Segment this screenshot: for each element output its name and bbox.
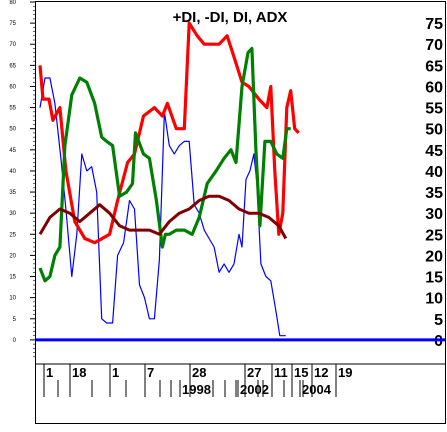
right-tick-label: 75 (425, 16, 443, 33)
right-tick-label: 40 (425, 164, 443, 181)
left-tick-label: 60 (9, 84, 16, 90)
left-tick-label: 35 (9, 190, 16, 196)
series-line-2 (39, 77, 286, 337)
x-tick-label-bottom: 2002 (240, 382, 269, 397)
x-tick-label-bottom: 1998 (182, 382, 211, 397)
left-axis: 0 5 10 15 20 25 30 35 40 45 50 55 60 65 70 75 80 (9, 0, 36, 390)
left-tick-label: 15 (9, 275, 16, 281)
left-tick-label: 55 (9, 106, 16, 112)
right-tick-label: 25 (425, 227, 443, 244)
x-tick-label-top: 15 (294, 365, 308, 380)
plot-frame (35, 1, 446, 424)
x-tick-label-top: 28 (192, 365, 206, 380)
x-tick-label-top: 19 (338, 365, 352, 380)
right-tick-label: 45 (425, 143, 443, 160)
series-line-3 (38, 194, 288, 240)
left-tick-label: 50 (9, 127, 16, 133)
left-tick-label: 65 (9, 63, 16, 69)
right-tick-label: 15 (425, 270, 443, 287)
right-tick-label: 55 (425, 101, 443, 118)
x-tick-label-top: 18 (72, 365, 86, 380)
right-tick-label: 10 (425, 291, 443, 308)
right-tick-label: 70 (425, 37, 443, 54)
right-tick-label: 30 (425, 206, 443, 223)
x-tick-label-top: 11 (274, 365, 288, 380)
right-tick-label: 50 (425, 122, 443, 139)
right-tick-label: 5 (434, 312, 443, 329)
left-tick-label: 30 (9, 211, 16, 217)
series-line-0 (38, 21, 300, 245)
left-tick-label: 75 (9, 21, 16, 27)
series-layer (38, 21, 300, 337)
left-tick-label: 0 (13, 338, 17, 344)
right-tick-label: 35 (425, 185, 443, 202)
x-tick-label-top: 27 (247, 365, 261, 380)
right-tick-label: 65 (425, 58, 443, 75)
series-line-1 (38, 46, 291, 283)
left-tick-label: 45 (9, 148, 16, 154)
x-tick-label-top: 1 (46, 365, 53, 380)
right-tick-label: 20 (425, 248, 443, 265)
x-tick-label-top: 12 (314, 365, 328, 380)
x-tick-label-top: 1 (112, 365, 119, 380)
x-tick-label-bottom: 2004 (302, 382, 332, 397)
left-tick-label: 20 (9, 253, 16, 259)
right-tick-label: 60 (425, 79, 443, 96)
x-axis: 1 18 1 7 28 27 11 15 12 19 1998 2002 2004 (36, 363, 445, 397)
left-tick-label: 80 (9, 0, 16, 6)
left-tick-label: 10 (9, 296, 16, 302)
left-tick-label: 5 (13, 317, 17, 323)
x-tick-label-top: 7 (147, 365, 154, 380)
left-tick-label: 70 (9, 42, 16, 48)
chart-title: +DI, -DI, DI, ADX (173, 9, 288, 26)
left-tick-label: 40 (9, 169, 16, 175)
left-tick-label: 25 (9, 232, 16, 238)
